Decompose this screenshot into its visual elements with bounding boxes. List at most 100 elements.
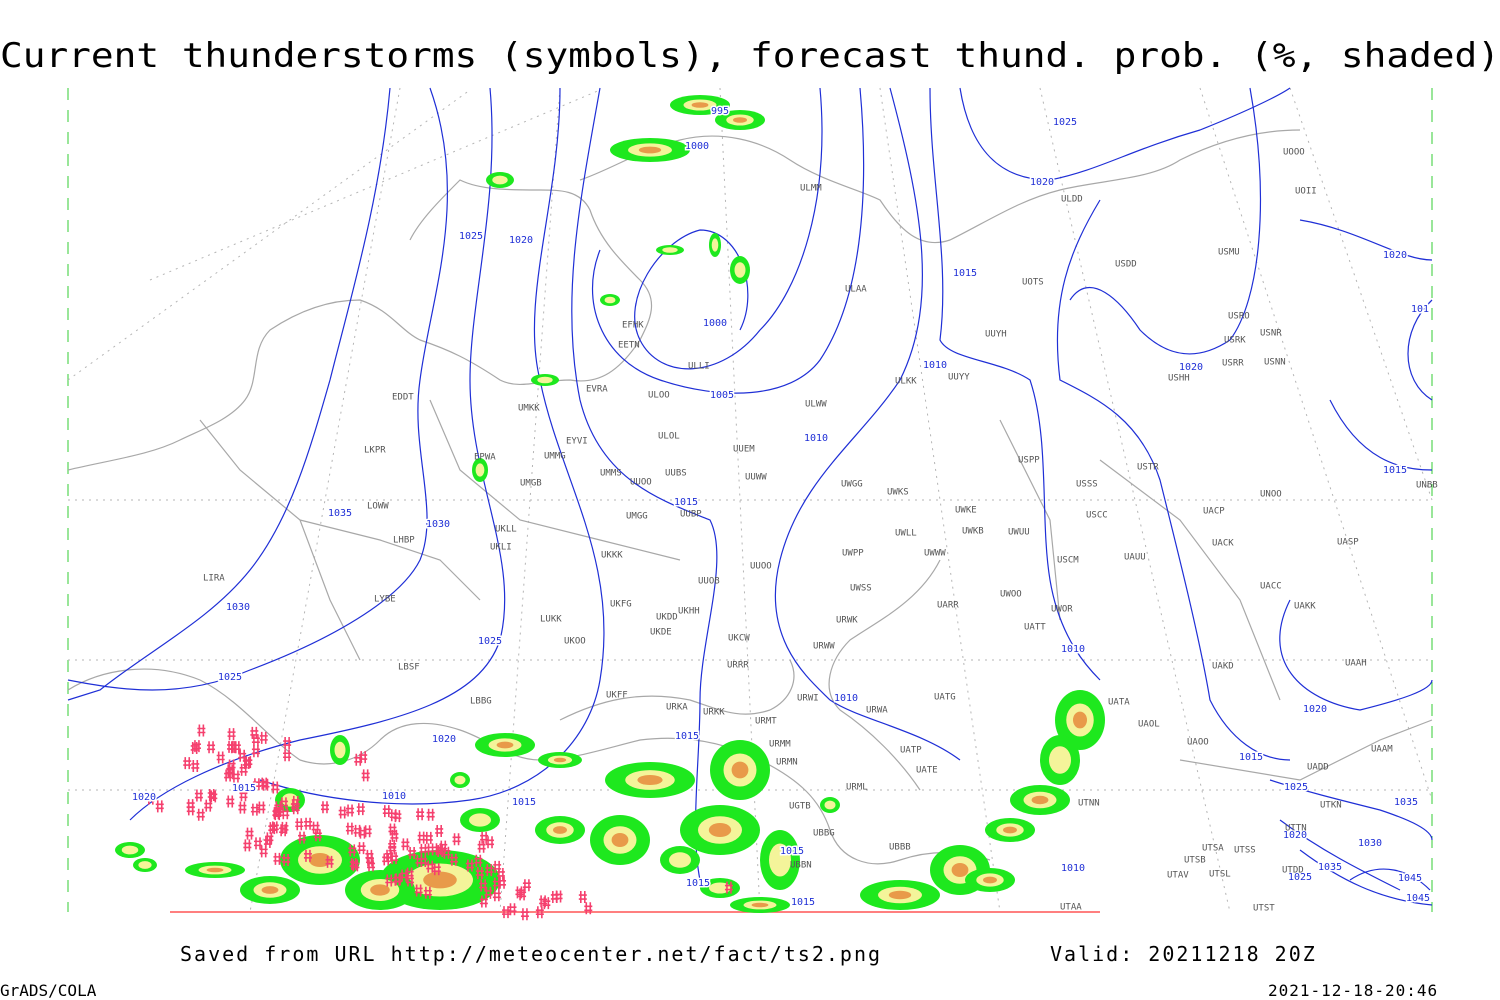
isobar-label: 1000 — [703, 318, 727, 329]
isobar-label: 1020 — [1283, 830, 1307, 841]
station-code: UTSS — [1234, 846, 1256, 856]
storm-symbol — [191, 759, 200, 772]
isobar-label: 1025 — [1053, 117, 1077, 128]
isobar-label: 1045 — [1398, 873, 1422, 884]
isobar-label: 1045 — [1406, 893, 1430, 904]
station-code: UADD — [1307, 763, 1329, 773]
isobar-label: 1025 — [1288, 872, 1312, 883]
isobar — [1069, 87, 1433, 355]
storm-symbol — [196, 808, 205, 821]
isobar-label: 1030 — [226, 602, 250, 613]
station-code: UNBB — [1416, 481, 1438, 491]
station-code: UKDE — [650, 628, 672, 638]
storm-symbol — [270, 821, 279, 834]
graticule — [67, 87, 1433, 913]
storm-symbol — [227, 740, 236, 753]
prob-area — [1049, 746, 1071, 774]
prob-area — [138, 861, 152, 869]
station-code: UTST — [1253, 904, 1275, 914]
storm-symbol — [313, 829, 322, 842]
storm-symbol — [238, 749, 247, 762]
storm-symbol — [283, 737, 292, 750]
station-code: EDDT — [392, 393, 414, 403]
storm-symbol — [303, 849, 312, 862]
storm-symbol — [389, 809, 398, 822]
storm-symbol — [550, 890, 559, 903]
storm-symbol — [408, 846, 417, 859]
prob-area — [475, 463, 485, 477]
storm-symbol — [449, 853, 458, 866]
isobar-label: 1010 — [804, 433, 828, 444]
isobar — [129, 87, 506, 821]
isobar-label: 1010 — [834, 693, 858, 704]
storm-symbol — [393, 873, 402, 886]
station-code: LBBG — [470, 697, 492, 707]
station-code: UATE — [916, 766, 938, 776]
station-code: USNN — [1264, 358, 1286, 368]
prob-area — [731, 761, 749, 779]
isobar-label: 1015 — [1383, 465, 1407, 476]
isobar-label: 995 — [711, 106, 729, 117]
storm-symbol — [515, 886, 524, 899]
storm-symbol — [393, 810, 402, 823]
storm-symbol — [405, 874, 414, 887]
storm-symbol — [207, 741, 216, 754]
storm-symbol — [351, 859, 360, 872]
storm-symbol — [578, 891, 587, 904]
isobar-label: 1010 — [923, 360, 947, 371]
storm-symbol — [271, 781, 280, 794]
prob-area — [1003, 826, 1017, 834]
software: GrADS/COLA — [0, 981, 97, 1000]
isobar — [634, 87, 823, 370]
isobar-label: 1015 — [675, 731, 699, 742]
storm-symbol — [290, 800, 299, 813]
station-code: LOWW — [367, 502, 389, 512]
storm-symbol — [183, 757, 192, 770]
storm-symbol — [426, 860, 435, 873]
station-code: UMGB — [520, 479, 542, 489]
storm-symbol — [259, 845, 268, 858]
storm-symbol — [356, 803, 365, 816]
station-code: UOII — [1295, 187, 1317, 197]
isobar — [959, 87, 1291, 181]
storm-symbol — [394, 873, 403, 886]
storm-symbol — [259, 731, 268, 744]
isobar-label: 1015 — [1239, 752, 1263, 763]
station-code: LBSF — [398, 663, 420, 673]
station-code: UKLL — [495, 525, 517, 535]
storm-symbol — [304, 817, 313, 830]
isobar-label: 1035 — [328, 508, 352, 519]
storm-symbol — [227, 728, 236, 741]
storm-symbol — [298, 831, 307, 844]
storm-symbol — [254, 837, 263, 850]
station-code: UUBS — [665, 469, 687, 479]
station-code: UWKE — [955, 506, 977, 516]
station-code: UMGG — [626, 512, 648, 522]
storm-symbol — [498, 876, 507, 889]
storm-symbol — [224, 769, 233, 782]
isobar-label: 1010 — [1061, 863, 1085, 874]
storm-symbol — [502, 906, 510, 919]
station-code: USNR — [1260, 329, 1282, 339]
storm-symbol — [361, 769, 370, 782]
prob-area — [734, 262, 746, 278]
storm-symbol — [493, 860, 502, 873]
station-code: ULOL — [658, 432, 680, 442]
station-code: UUYH — [985, 330, 1007, 340]
storm-symbol — [426, 808, 435, 821]
prob-area — [553, 826, 567, 834]
station-code: UARR — [937, 601, 959, 611]
prob-area — [751, 902, 769, 908]
station-code: URWI — [797, 694, 819, 704]
storm-symbol — [401, 838, 410, 851]
storm-symbol — [239, 789, 248, 802]
station-code: UWOR — [1051, 605, 1073, 615]
station-code: URKA — [666, 703, 688, 713]
storm-symbol — [273, 808, 282, 821]
storm-symbol — [186, 803, 195, 816]
storm-symbol — [346, 804, 355, 817]
storm-symbol — [484, 886, 493, 899]
isobar — [67, 87, 391, 701]
storm-symbol — [584, 902, 593, 915]
